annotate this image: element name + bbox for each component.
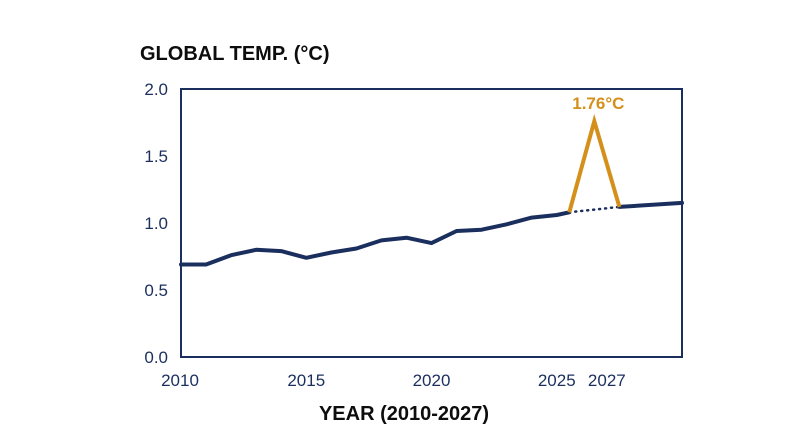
x-axis-label: YEAR (2010-2027) bbox=[319, 403, 489, 425]
peak-annotation: 1.76°C bbox=[572, 94, 624, 113]
x-tick-label: 2020 bbox=[413, 371, 451, 390]
x-tick-label: 2027 bbox=[588, 371, 626, 390]
plot-frame bbox=[180, 88, 683, 358]
temperature-line-continued bbox=[617, 200, 684, 209]
x-axis-ticks: 2010 2015 2020 2025 2027 bbox=[161, 371, 626, 390]
y-tick-label: 0.5 bbox=[144, 281, 168, 300]
x-tick-label: 2015 bbox=[287, 371, 325, 390]
y-tick-label: 1.0 bbox=[144, 214, 168, 233]
chart-title: GLOBAL TEMP. (°C) bbox=[140, 43, 329, 65]
x-tick-label: 2025 bbox=[538, 371, 576, 390]
x-tick-label: 2010 bbox=[161, 371, 199, 390]
y-tick-label: 0.0 bbox=[144, 348, 168, 367]
y-axis-ticks: 0.0 0.5 1.0 1.5 2.0 bbox=[144, 80, 168, 367]
y-tick-label: 1.5 bbox=[144, 147, 168, 166]
temperature-line bbox=[179, 210, 572, 267]
y-tick-label: 2.0 bbox=[144, 80, 168, 99]
projection-dotted-line bbox=[568, 205, 621, 214]
series-layer: 1.76°C bbox=[179, 94, 684, 267]
spike-line bbox=[567, 113, 622, 213]
